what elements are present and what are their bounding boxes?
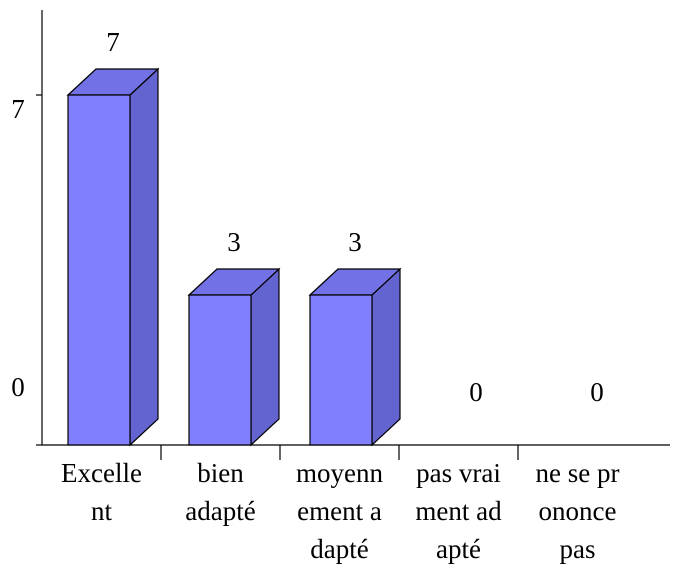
x-tick-label: apté xyxy=(436,534,481,564)
x-tick-label: pas xyxy=(560,534,596,564)
bar xyxy=(66,67,160,447)
x-tick-label: Excelle xyxy=(61,458,142,488)
x-tick-label: ement a xyxy=(297,496,382,526)
x-tick-label: bien xyxy=(197,458,244,488)
y-tick-label: 0 xyxy=(11,372,25,402)
x-tick-label: ne se pr xyxy=(536,458,620,488)
x-tick-label: moyenn xyxy=(296,458,383,488)
x-tick-label: nt xyxy=(91,496,113,526)
x-tick-label: ononce xyxy=(539,496,617,526)
bar xyxy=(308,267,402,447)
x-tick-label: adapté xyxy=(185,496,255,526)
value-label: 0 xyxy=(590,377,604,407)
value-label: 3 xyxy=(348,227,362,257)
value-label: 7 xyxy=(106,27,120,57)
bar xyxy=(187,267,281,447)
x-tick-label: pas vrai xyxy=(416,458,501,488)
x-tick-label: ment ad xyxy=(415,496,502,526)
y-tick-label: 7 xyxy=(11,94,25,124)
value-label: 3 xyxy=(227,227,241,257)
value-label: 0 xyxy=(469,377,483,407)
x-tick-label: dapté xyxy=(310,534,368,564)
